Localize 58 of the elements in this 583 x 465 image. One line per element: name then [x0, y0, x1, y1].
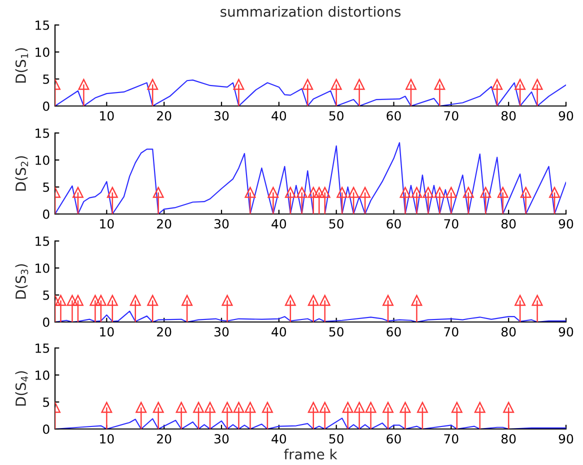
y-tick-label: 10	[36, 370, 50, 380]
y-tick-label: 0	[43, 424, 50, 434]
x-tick-label: 90	[558, 327, 574, 337]
y-tick-label: 0	[43, 209, 50, 219]
y-tick-label: 15	[36, 20, 50, 30]
x-tick-label: 60	[386, 327, 401, 337]
y-tick-label: 5	[43, 74, 50, 84]
y-tick-label: 5	[43, 398, 50, 407]
x-tick-label: 50	[329, 219, 344, 229]
y-tick-label: 10	[36, 47, 50, 57]
chart-title: summarization distortions	[220, 6, 401, 17]
x-tick-label: 20	[157, 434, 172, 444]
x-tick-label: 10	[100, 219, 114, 229]
x-tick-label: 30	[214, 434, 229, 444]
y-axis-title: D(S$_{3}$)	[15, 264, 28, 299]
x-tick-label: 40	[272, 434, 286, 444]
y-axis-title: D(S$_{1}$)	[15, 48, 28, 83]
x-tick-label: 80	[501, 219, 516, 229]
x-tick-label: 30	[214, 219, 229, 229]
x-tick-label: 50	[329, 327, 344, 337]
x-tick-label: 10	[100, 111, 114, 121]
y-axis-title: D(S$_{4}$)	[15, 371, 28, 406]
x-tick-label: 20	[157, 219, 172, 229]
x-tick-label: 40	[272, 327, 286, 337]
y-tick-label: 15	[36, 128, 50, 138]
x-tick-label: 20	[157, 111, 172, 121]
y-tick-label: 0	[43, 101, 50, 111]
y-tick-label: 5	[43, 182, 50, 192]
x-tick-label: 50	[329, 111, 344, 121]
y-tick-label: 5	[43, 290, 50, 300]
x-tick-label: 20	[157, 327, 172, 337]
x-tick-label: 80	[501, 111, 516, 121]
x-tick-label: 60	[386, 434, 401, 444]
x-tick-label: 60	[386, 219, 401, 229]
y-tick-label: 15	[36, 344, 50, 353]
y-tick-label: 10	[36, 263, 50, 273]
y-tick-label: 0	[43, 317, 50, 327]
x-tick-label: 10	[100, 434, 114, 444]
x-tick-label: 70	[444, 111, 458, 121]
x-tick-label: 60	[386, 111, 401, 121]
x-tick-label: 90	[558, 434, 574, 444]
y-tick-label: 15	[36, 236, 50, 246]
x-tick-label: 70	[444, 434, 458, 444]
x-tick-label: 70	[444, 219, 458, 229]
y-tick-label: 10	[36, 155, 50, 165]
x-tick-label: 90	[558, 219, 574, 229]
x-tick-label: 50	[329, 434, 344, 444]
x-tick-label: 80	[501, 327, 516, 337]
y-axis-title: D(S$_{2}$)	[15, 156, 28, 191]
x-tick-label: 90	[558, 111, 574, 121]
x-tick-label: 70	[444, 327, 458, 337]
x-tick-label: 40	[272, 111, 286, 121]
x-tick-label: 40	[272, 219, 286, 229]
x-tick-label: 30	[214, 327, 229, 337]
x-tick-label: 80	[501, 434, 516, 444]
x-axis-title: frame k	[284, 448, 338, 460]
x-tick-label: 10	[100, 327, 114, 337]
x-tick-label: 30	[214, 111, 229, 121]
